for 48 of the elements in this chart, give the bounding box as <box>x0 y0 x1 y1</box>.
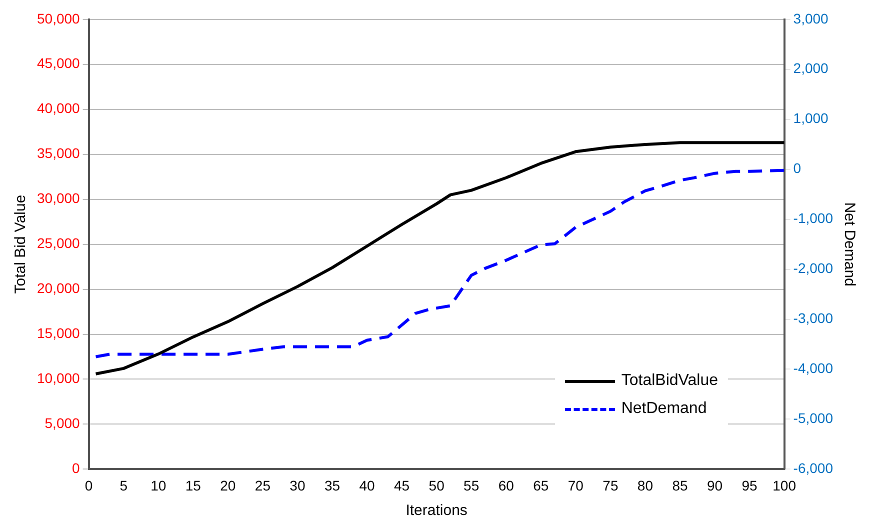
x-tick-label: 10 <box>150 477 166 494</box>
x-tick-label: 25 <box>254 477 271 494</box>
y-tick-label: 30,000 <box>36 190 80 206</box>
y2-tick-label: -6,000 <box>793 460 834 476</box>
x-tick-label: 40 <box>359 477 376 494</box>
y-tick-label: 10,000 <box>36 370 80 386</box>
legend-label: TotalBidValue <box>621 372 718 390</box>
y-tick-label: 20,000 <box>36 280 80 296</box>
x-tick-label: 35 <box>324 477 340 494</box>
x-tick-label: 90 <box>706 477 723 494</box>
x-tick-label: 60 <box>498 477 514 494</box>
y2-tick-label: -1,000 <box>793 210 834 226</box>
y2-axis-title: Net Demand <box>840 202 858 286</box>
x-tick-label: 45 <box>394 477 410 494</box>
y-tick-label: 35,000 <box>36 145 80 162</box>
y2-tick-label: -5,000 <box>793 410 834 426</box>
x-tick-label: 15 <box>185 477 202 494</box>
y-tick-label: 15,000 <box>36 325 80 342</box>
y2-tick-label: -3,000 <box>793 310 834 326</box>
x-axis-title: Iterations <box>406 502 468 520</box>
x-tick-label: 75 <box>602 477 618 494</box>
line-series <box>94 168 784 358</box>
x-tick-label: 70 <box>568 477 584 494</box>
legend-label: NetDemand <box>621 400 707 418</box>
x-tick-label: 55 <box>464 477 480 494</box>
x-tick-label: 50 <box>428 477 445 494</box>
x-tick-label: 20 <box>220 477 236 494</box>
x-tick-label: 80 <box>637 477 654 494</box>
y-tick-label: 0 <box>72 460 80 476</box>
x-tick-label: 100 <box>772 477 796 494</box>
x-tick-label: 30 <box>290 477 306 494</box>
x-tick-label: 85 <box>672 477 688 494</box>
y-axis-title: Total Bid Value <box>12 194 30 294</box>
y-tick-label: 45,000 <box>36 55 80 72</box>
y-tick-label: 50,000 <box>36 10 80 26</box>
y2-tick-label: 2,000 <box>793 60 829 76</box>
y2-tick-label: 3,000 <box>793 10 829 26</box>
x-tick-label: 5 <box>120 477 128 494</box>
x-tick-label: 95 <box>742 477 758 494</box>
y-tick-label: 25,000 <box>36 235 80 252</box>
y-tick-label: 5,000 <box>44 415 80 432</box>
x-tick-label: 65 <box>533 477 549 494</box>
y2-tick-label: 1,000 <box>793 110 829 126</box>
y2-tick-label: 0 <box>793 160 802 176</box>
y2-tick-label: -2,000 <box>793 260 834 276</box>
y-tick-label: 40,000 <box>36 100 80 116</box>
x-tick-label: 0 <box>84 477 93 494</box>
y2-tick-label: -4,000 <box>793 360 834 376</box>
